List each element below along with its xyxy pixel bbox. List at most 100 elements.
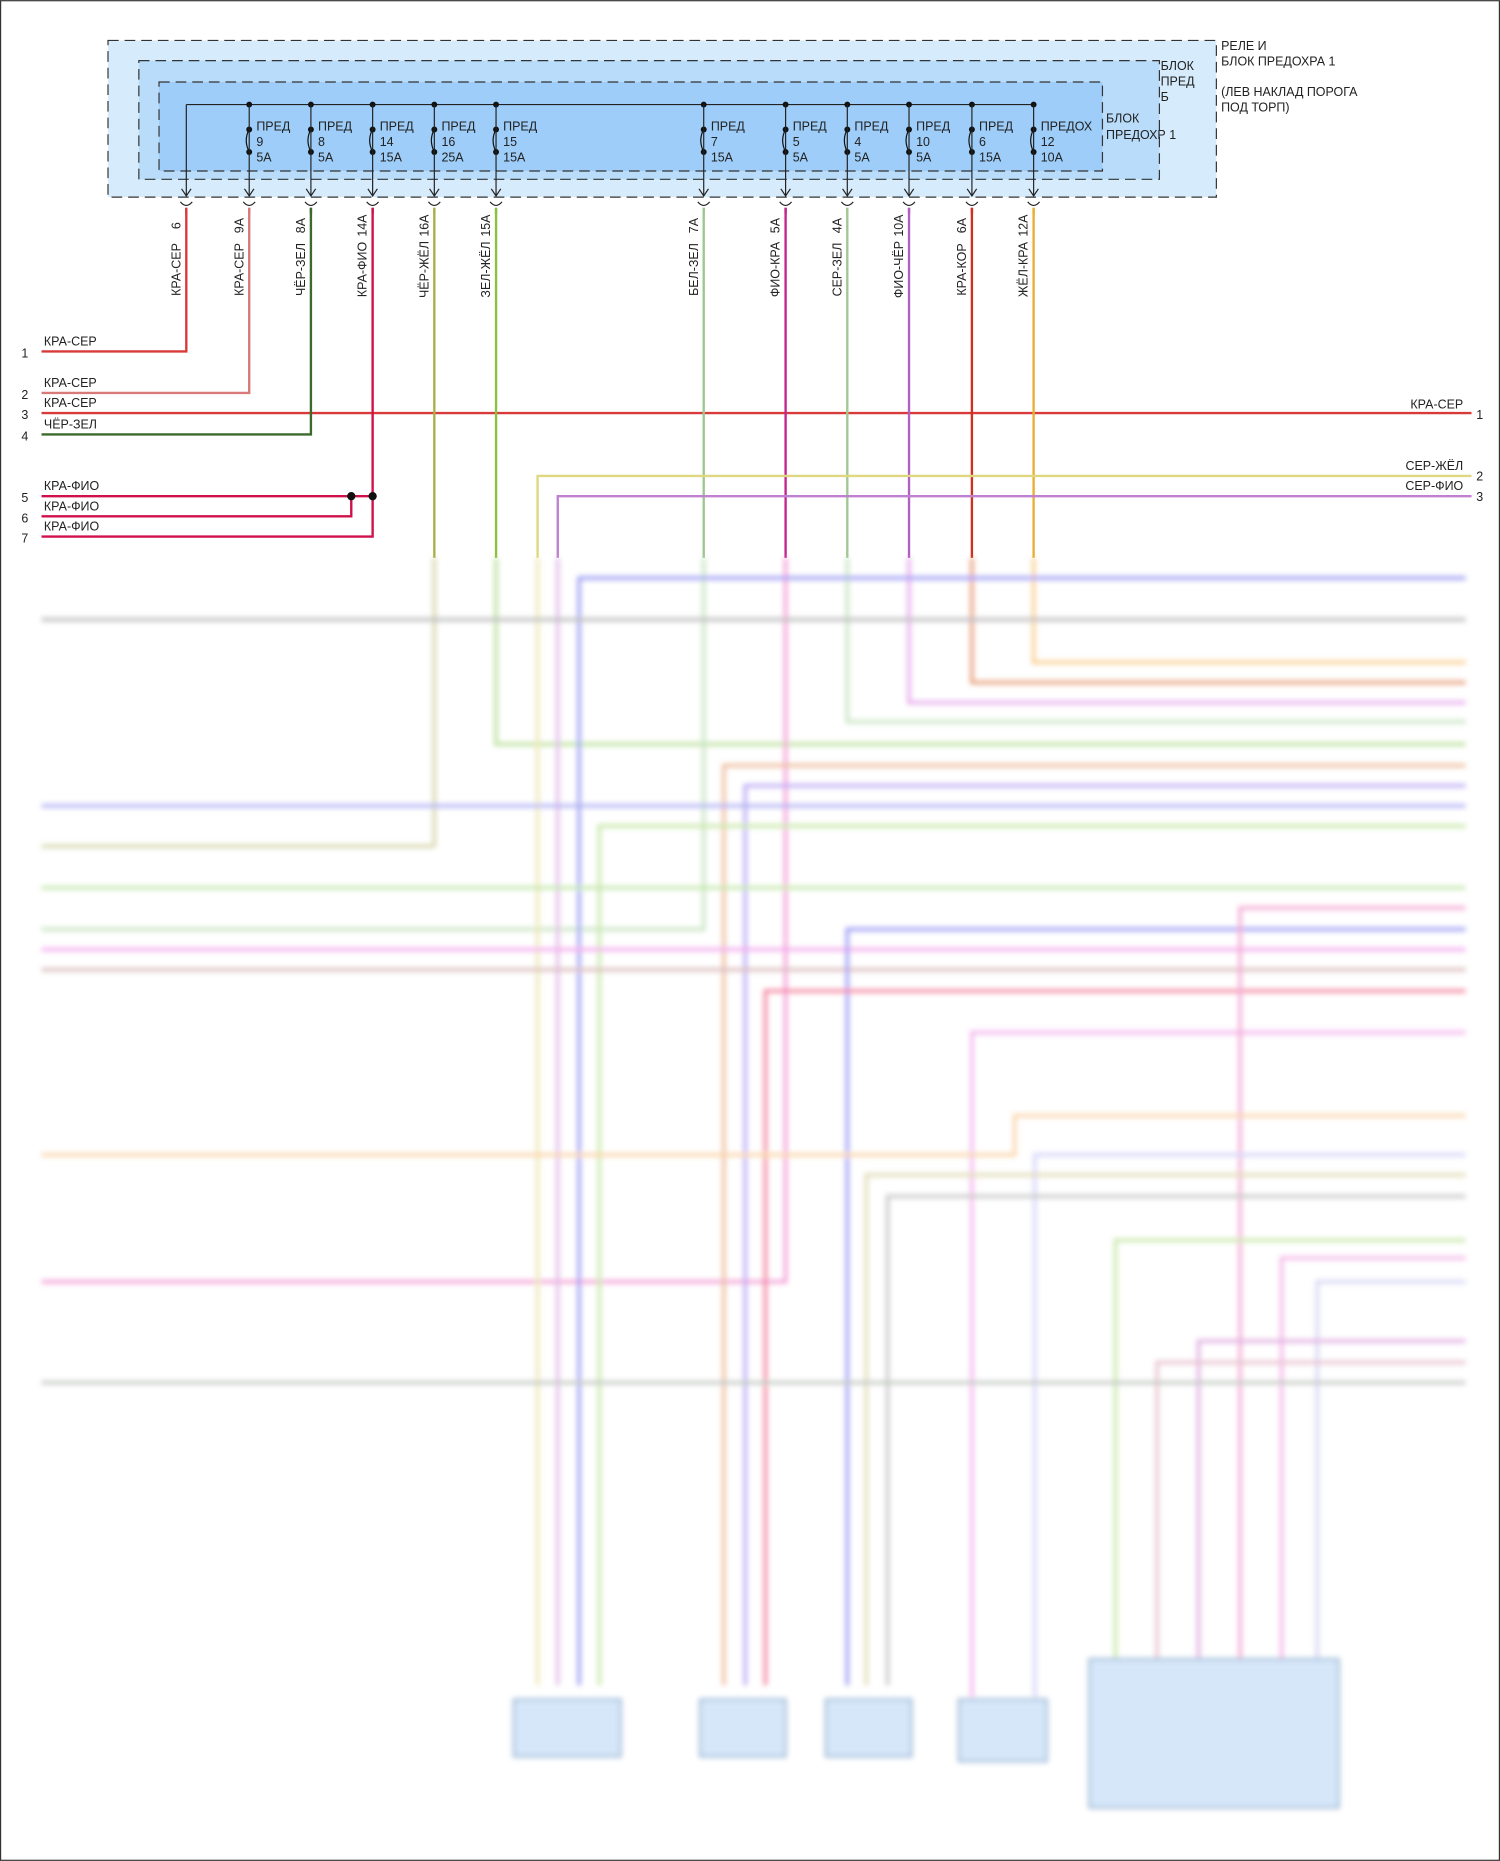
left-pin: 1 <box>21 346 28 360</box>
fuse-rating: 15A <box>711 151 734 165</box>
right-pin: 1 <box>1476 408 1483 422</box>
fuse-label: ПРЕД <box>441 120 476 134</box>
output-wire-color: ЖЁЛ-КРА <box>1017 241 1031 297</box>
fuse-number: 8 <box>318 135 325 149</box>
left-pin: 2 <box>21 388 28 402</box>
right-wire-label: СЕР-ЖЁЛ <box>1405 459 1463 473</box>
left-pin: 4 <box>21 429 28 443</box>
right-pin: 2 <box>1476 470 1483 484</box>
output-pin: 10A <box>892 214 906 237</box>
output-pin: 7A <box>687 217 701 233</box>
fuse-icon <box>307 129 312 153</box>
output-wire-color: ФИО-ЧЁР <box>892 241 906 298</box>
right-wire-label: КРА-СЕР <box>1410 397 1463 411</box>
fuse-icon <box>245 129 250 153</box>
fuse-output: 4A СЕР-ЗЕЛ <box>830 104 854 297</box>
inner-block-1: БЛОК <box>1106 111 1140 125</box>
connector-icon <box>242 201 256 207</box>
fuse-label: ПРЕД <box>854 120 889 134</box>
fuse-icon <box>843 129 848 153</box>
output-wire-color: ФИО-КРА <box>769 241 783 297</box>
fuse-number: 9 <box>256 135 263 149</box>
fuse-icon <box>492 129 497 153</box>
connector-icon <box>779 201 792 207</box>
left-connector-pin: 1 КРА-СЕР <box>21 334 96 360</box>
output-pin: 8A <box>294 217 308 233</box>
left-connector-pin: 3 КРА-СЕР <box>21 396 96 422</box>
fuse-output: 5A ФИО-КРА <box>769 104 792 297</box>
fuse-rating: 5A <box>318 151 334 165</box>
connector-icon <box>902 201 916 207</box>
fuse-number: 15 <box>503 135 517 149</box>
output-wire-color: КРА-СЕР <box>232 243 246 296</box>
fuse-rating: 5A <box>854 151 870 165</box>
relay-fuse-block: РЕЛЕ И БЛОК ПРЕДОХРА 1 (ЛЕВ НАКЛАД ПОРОГ… <box>107 39 1358 298</box>
left-wire-label: КРА-ФИО <box>44 520 100 534</box>
block-location-2: ПОД ТОРП) <box>1221 101 1289 115</box>
fuse-label: ПРЕДОХ <box>1041 120 1093 134</box>
left-wire-label: ЧЁР-ЗЕЛ <box>44 418 97 432</box>
fuse-icon <box>430 129 435 153</box>
left-wire-label: КРА-СЕР <box>44 396 97 410</box>
fuse-rating: 5A <box>256 151 272 165</box>
left-wire-label: КРА-ФИО <box>44 479 100 493</box>
output-wire-color: СЕР-ЗЕЛ <box>830 243 844 297</box>
output-pin: 12A <box>1017 214 1031 237</box>
fuse-icon <box>369 129 374 153</box>
connector-icon <box>427 201 441 207</box>
output-wire-color: ЗЕЛ-ЖЁЛ <box>479 241 493 297</box>
left-pin: 3 <box>21 408 28 422</box>
fuse-rating: 15A <box>503 151 526 165</box>
output-wire-color: БЕЛ-ЗЕЛ <box>687 243 701 296</box>
output-pin: 5A <box>769 217 783 233</box>
fuse-output: 15A ЗЕЛ-ЖЁЛ <box>479 104 503 298</box>
output-wire-color: ЧЁР-ЗЕЛ <box>294 243 308 296</box>
fuse-number: 4 <box>854 135 861 149</box>
connector-icon <box>489 201 503 207</box>
fuse-icon <box>1030 129 1035 153</box>
block-location-1: (ЛЕВ НАКЛАД ПОРОГА <box>1221 85 1358 99</box>
fuse-rating: 25A <box>441 151 464 165</box>
fuse-rating: 10A <box>1041 151 1064 165</box>
connector-icon <box>366 201 380 207</box>
fuse-rating: 5A <box>793 151 809 165</box>
left-pin: 6 <box>21 511 28 525</box>
output-pin: 14A <box>356 214 370 237</box>
output-pin: 16A <box>417 214 431 237</box>
output-wire-color: КРА-КОР <box>955 243 969 295</box>
left-connector-pin: 2 КРА-СЕР <box>21 376 96 402</box>
left-connector-pin: 6 КРА-ФИО <box>21 499 99 525</box>
middle-block-2: ПРЕД <box>1161 75 1196 89</box>
fuse-label: ПРЕД <box>916 120 951 134</box>
left-pin: 5 <box>21 491 28 505</box>
fuse-label: ПРЕД <box>318 120 353 134</box>
output-pin: 6A <box>955 217 969 233</box>
fuse-icon <box>782 129 787 153</box>
left-wire-label: КРА-ФИО <box>44 499 100 513</box>
left-wire-label: КРА-СЕР <box>44 334 97 348</box>
fuse-icon <box>905 129 910 153</box>
output-pin: 4A <box>830 217 844 233</box>
left-wire-label: КРА-СЕР <box>44 376 97 390</box>
fuse-label: ПРЕД <box>256 120 291 134</box>
fuse-output: 16A ЧЁР-ЖЁЛ <box>417 104 441 298</box>
right-pin: 3 <box>1476 490 1483 504</box>
block-title-2: БЛОК ПРЕДОХРА 1 <box>1221 54 1335 68</box>
inner-block-2: ПРЕДОХР 1 <box>1106 128 1176 142</box>
fuse-number: 5 <box>793 135 800 149</box>
left-connector-pin: 7 КРА-ФИО <box>21 520 99 546</box>
fuse-rating: 15A <box>979 151 1002 165</box>
left-connector <box>41 207 1472 558</box>
fuse-number: 12 <box>1041 135 1055 149</box>
middle-block-1: БЛОК <box>1161 59 1195 73</box>
connector-icon <box>304 201 318 207</box>
